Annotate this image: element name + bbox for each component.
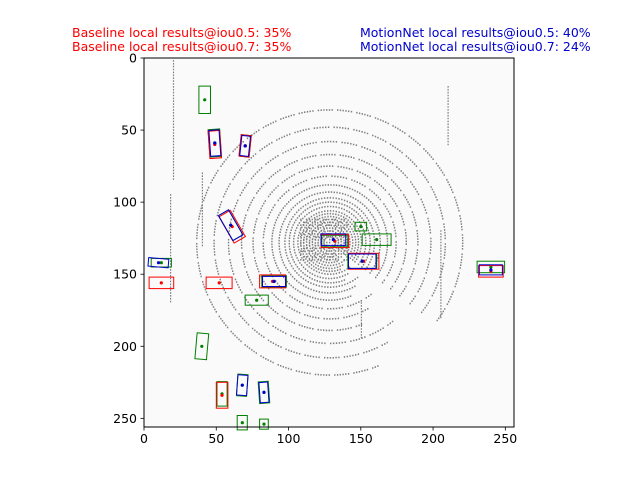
x-tick-label: 100 [277,431,301,446]
motionnet-box [262,275,287,287]
y-tick-label: 150 [113,267,137,282]
baseline-center-point [217,281,221,285]
motionnet-box [147,256,170,269]
ground-truth-center-point [359,225,363,229]
y-tick-label: 100 [113,195,137,210]
x-tick-label: 0 [140,431,148,446]
baseline-center-point [159,281,163,285]
motionnet-center-point [331,238,335,242]
y-tick-label: 0 [129,51,137,66]
ground-truth-box [194,332,210,361]
motionnet-center-point [156,261,161,265]
baseline-box [148,276,175,290]
motionnet-box [320,233,347,246]
x-tick-label: 250 [493,431,517,446]
bounding-boxes [147,85,506,431]
caption-baseline-iou05: Baseline local results@iou0.5: 35% [72,25,292,40]
motionnet-box [258,381,270,404]
motionnet-center-point [360,259,364,263]
caption-motionnet-iou07: MotionNet local results@iou0.7: 24% [360,39,591,54]
ground-truth-center-point [375,238,379,242]
motionnet-center-point [213,141,217,145]
x-tick-label: 200 [421,431,445,446]
ground-truth-center-point [255,298,259,302]
plot-frame [143,57,515,428]
ground-truth-box [236,415,248,431]
y-tick-label: 50 [121,123,137,138]
motionnet-box [217,209,244,242]
ground-truth-center-point [203,98,207,102]
motionnet-center-point [229,223,233,227]
motionnet-center-point [262,390,266,394]
motionnet-center-point [489,268,493,272]
ground-truth-box [244,294,269,306]
motionnet-box [239,134,252,157]
motionnet-box [208,129,222,157]
baseline-box [215,381,229,409]
x-tick-label: 150 [349,431,373,446]
ground-truth-center-point [262,422,266,426]
ground-truth-box [354,221,368,232]
y-tick-label: 200 [113,339,137,354]
ground-truth-center-point [200,344,204,348]
ground-truth-box [361,233,392,246]
ground-truth-center-point [489,265,493,269]
x-tick-label: 50 [208,431,224,446]
y-tick-label: 250 [113,411,137,426]
motionnet-box [348,253,377,269]
ground-truth-center-point [240,421,244,425]
caption-motionnet-iou05: MotionNet local results@iou0.5: 40% [360,25,591,40]
baseline-center-point [220,393,224,397]
motionnet-center-point [243,144,247,148]
motionnet-box [235,374,249,397]
baseline-box [205,276,233,290]
motionnet-center-point [272,279,276,283]
motionnet-center-point [240,383,244,387]
motionnet-box [478,264,503,276]
caption-baseline-iou07: Baseline local results@iou0.7: 35% [72,39,292,54]
ground-truth-box [259,418,269,430]
ground-truth-box [198,85,211,114]
ground-truth-center-point [159,261,163,265]
